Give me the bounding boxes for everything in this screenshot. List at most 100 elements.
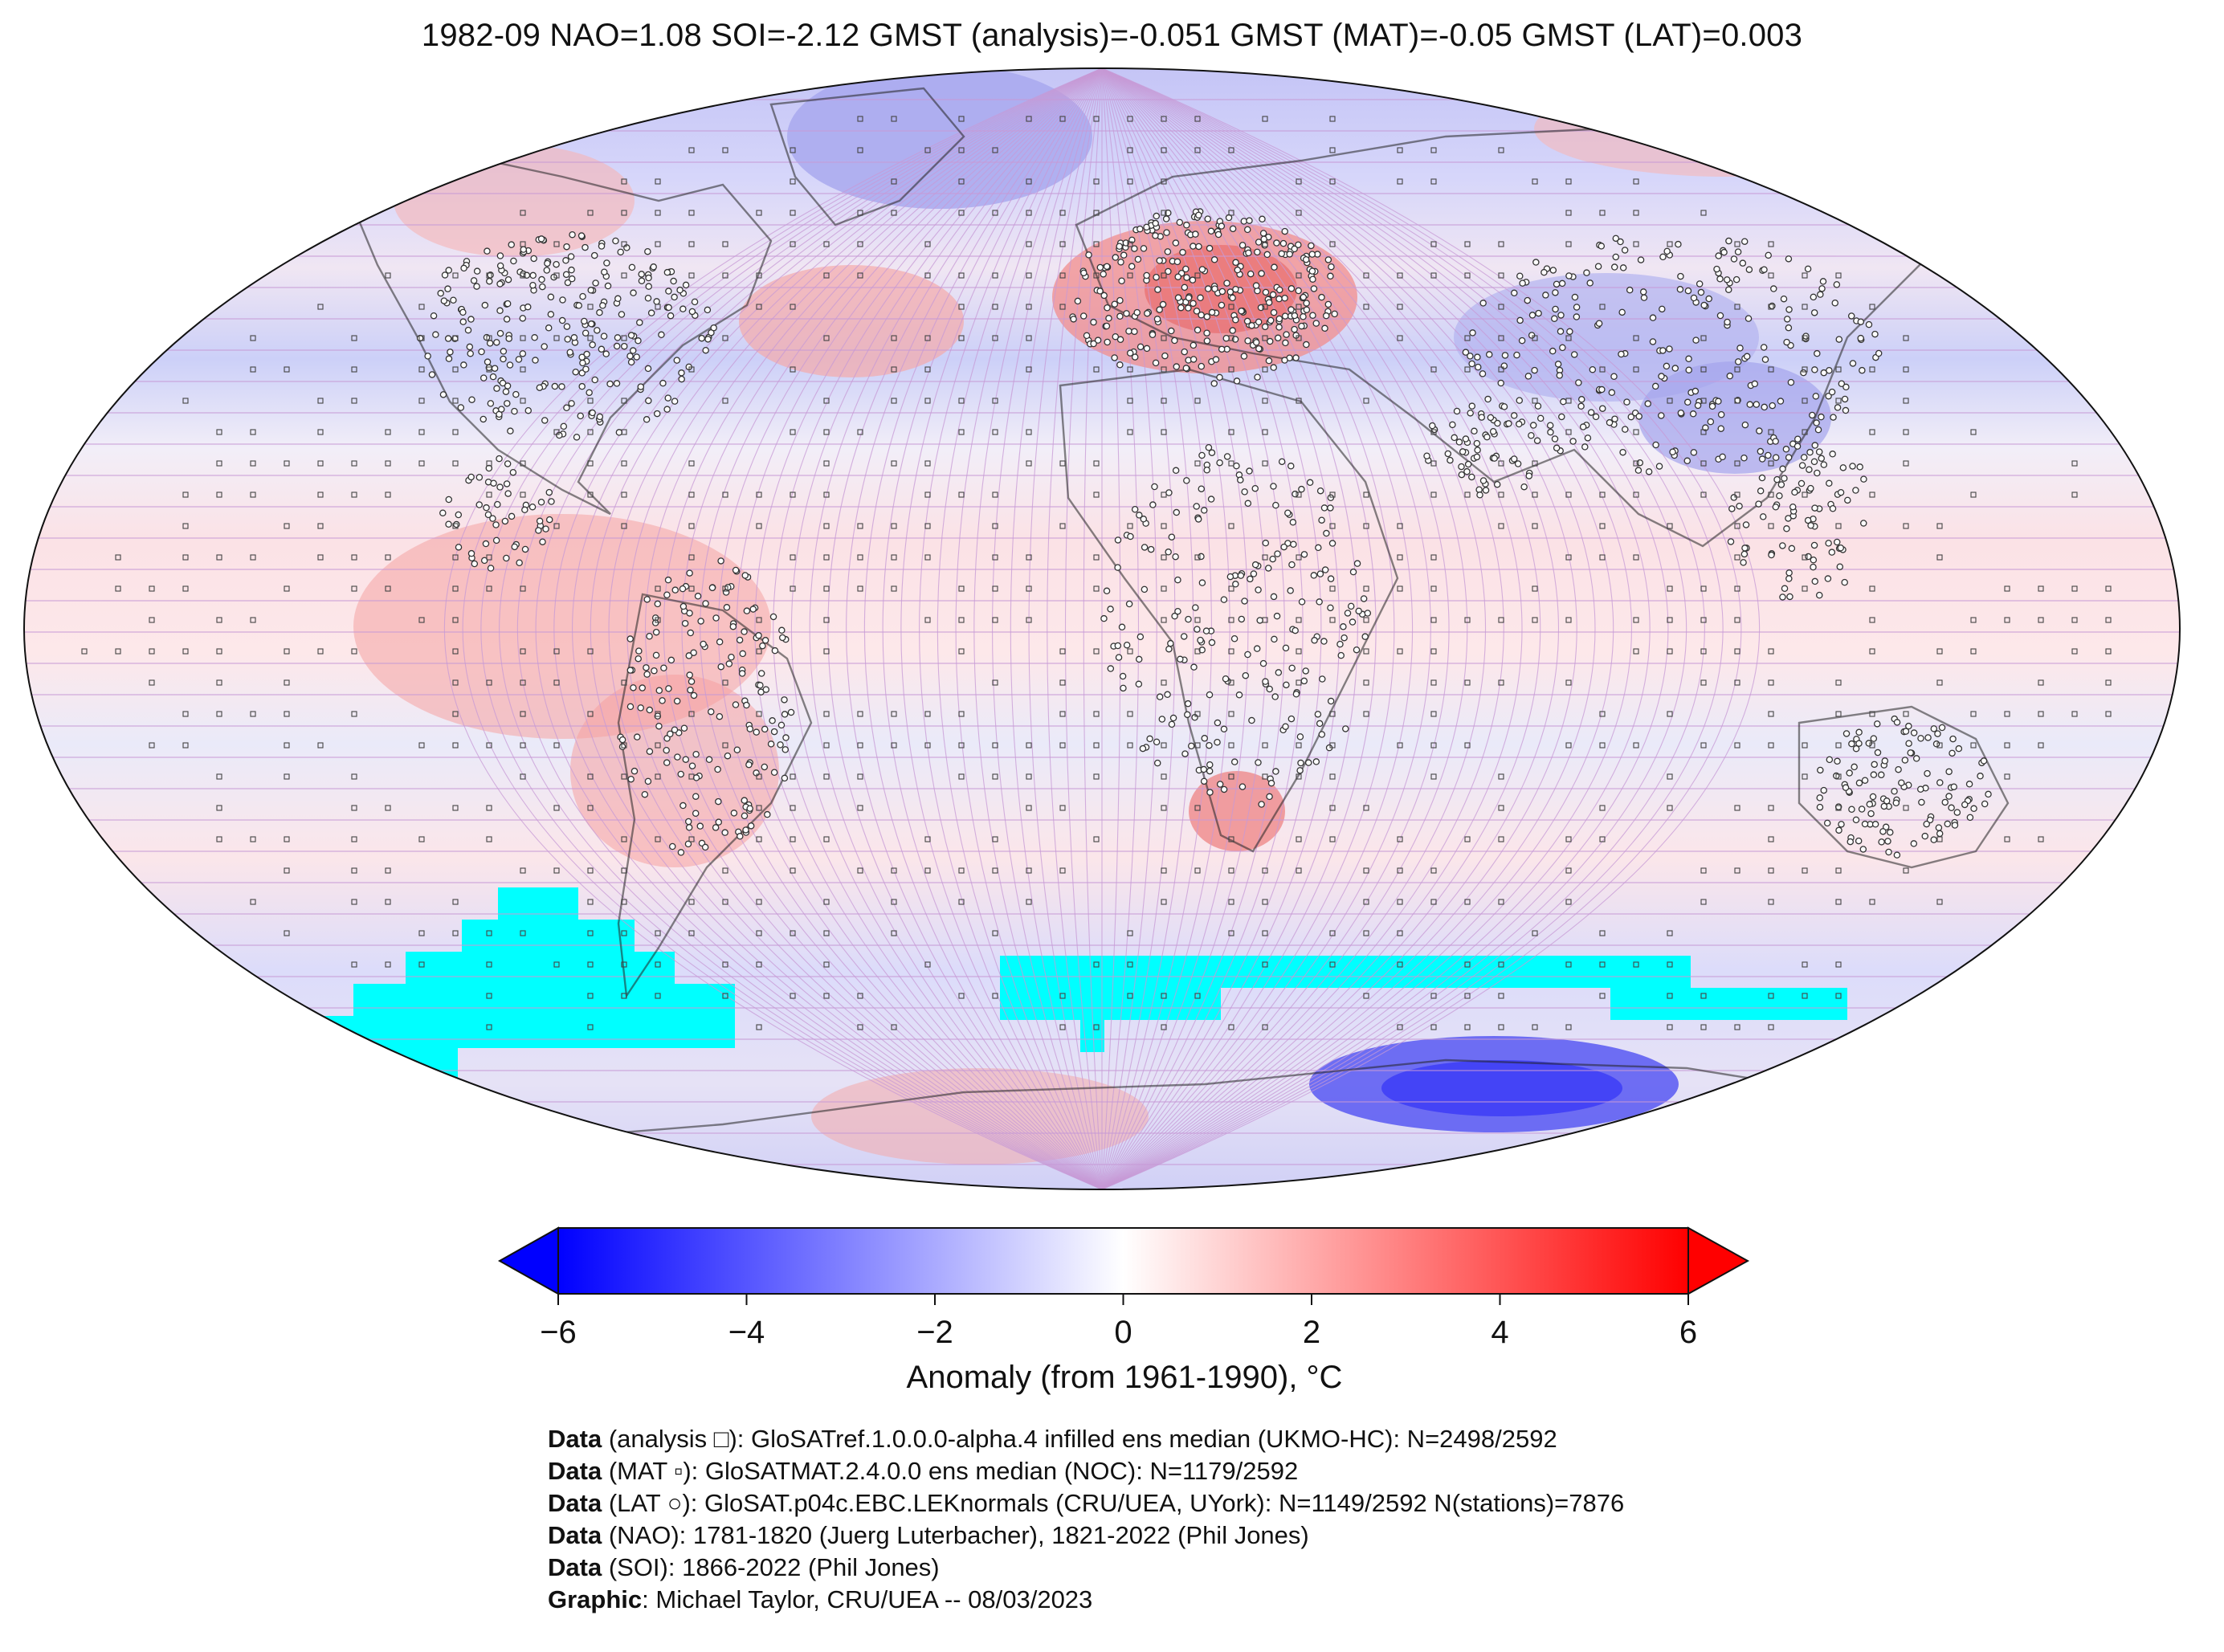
station-marker	[567, 253, 575, 260]
analysis-cell-marker	[1498, 147, 1504, 153]
analysis-cell-marker	[1161, 617, 1167, 623]
station-marker	[1173, 508, 1181, 516]
analysis-cell-marker	[1430, 867, 1437, 874]
station-marker	[1153, 212, 1161, 220]
station-marker	[1139, 744, 1147, 753]
station-marker	[644, 365, 652, 373]
analysis-cell-marker	[924, 272, 931, 279]
station-marker	[558, 383, 565, 390]
analysis-cell-marker	[1667, 617, 1673, 623]
station-marker	[654, 600, 662, 608]
station-marker	[1599, 405, 1606, 412]
station-marker	[512, 390, 520, 398]
station-marker	[679, 585, 687, 593]
grid-meridian	[1101, 68, 1157, 1189]
station-marker	[1571, 293, 1579, 301]
station-marker	[1552, 289, 1559, 296]
station-marker	[486, 340, 494, 347]
analysis-cell-marker	[216, 805, 222, 811]
analysis-cell-marker	[1835, 993, 1842, 999]
analysis-cell-marker	[284, 930, 290, 936]
station-marker	[1278, 458, 1286, 466]
station-marker	[487, 565, 495, 572]
station-marker	[1258, 270, 1265, 277]
analysis-cell-marker	[1936, 523, 1943, 529]
analysis-cell-marker	[1768, 304, 1774, 310]
analysis-cell-marker	[1970, 492, 1977, 498]
station-marker	[1344, 610, 1352, 617]
station-marker	[1270, 483, 1277, 490]
station-marker	[1540, 268, 1548, 276]
station-marker	[1777, 481, 1785, 488]
analysis-cell-marker	[1464, 1024, 1471, 1030]
station-marker	[1932, 740, 1940, 748]
station-marker	[1198, 311, 1205, 319]
grid-meridian	[1101, 68, 1705, 1189]
station-marker	[1756, 427, 1763, 434]
station-marker	[1826, 479, 1833, 487]
station-marker	[1491, 455, 1498, 462]
station-marker	[1206, 741, 1213, 749]
analysis-cell-marker	[452, 554, 459, 561]
station-marker	[494, 500, 501, 508]
station-marker	[1936, 830, 1944, 838]
analysis-cell-marker	[1734, 742, 1740, 748]
analysis-cell-marker	[1296, 398, 1302, 404]
analysis-cell-marker	[1161, 366, 1167, 373]
grid-meridian	[1101, 68, 1194, 1189]
station-marker	[1618, 350, 1625, 358]
station-marker	[1627, 413, 1635, 421]
station-marker	[467, 549, 475, 557]
station-marker	[440, 297, 448, 304]
analysis-cell-marker	[81, 648, 88, 655]
station-marker	[1898, 779, 1905, 786]
station-marker	[1815, 591, 1823, 599]
station-marker	[553, 260, 560, 268]
analysis-cell-marker	[1970, 711, 1977, 717]
station-marker	[1761, 356, 1769, 363]
station-marker	[479, 415, 487, 423]
station-marker	[673, 357, 681, 364]
analysis-cell-marker	[924, 492, 931, 498]
station-marker	[1592, 413, 1600, 421]
station-marker	[1220, 785, 1228, 793]
station-marker	[1112, 254, 1120, 261]
colorbar: −6 −4 −2 0 2 4 6 Anomaly (from 1961-1990), °C	[497, 1226, 1750, 1395]
station-marker	[1143, 223, 1150, 231]
station-marker	[652, 628, 660, 636]
analysis-cell-marker	[688, 554, 695, 561]
analysis-cell-marker	[452, 398, 459, 404]
analysis-cell-marker	[1802, 429, 1808, 435]
station-marker	[1820, 369, 1828, 377]
colorbar-tick-label: 6	[1679, 1315, 1697, 1350]
credit-label: Data	[548, 1553, 602, 1581]
analysis-cell-marker	[1262, 867, 1268, 874]
analysis-cell-marker	[1059, 805, 1066, 811]
station-marker	[1938, 724, 1946, 732]
analysis-cell-marker	[688, 836, 695, 842]
analysis-cell-marker	[1262, 742, 1268, 748]
station-marker	[1791, 488, 1798, 496]
station-marker	[1218, 222, 1226, 230]
analysis-cell-marker	[1194, 116, 1201, 122]
analysis-cell-marker	[823, 961, 830, 968]
analysis-cell-marker	[1296, 210, 1302, 216]
station-marker	[678, 375, 685, 383]
analysis-cell-marker	[486, 460, 492, 467]
station-marker	[1322, 312, 1330, 320]
credit-text: (MAT ▫): GloSATMAT.2.4.0.0 ens median (N…	[602, 1457, 1299, 1485]
analysis-cell-marker	[1464, 993, 1471, 999]
station-marker	[1713, 265, 1720, 273]
analysis-cell-marker	[1869, 492, 1875, 498]
station-marker	[579, 292, 586, 300]
analysis-cell-marker	[1869, 648, 1875, 655]
station-marker	[1743, 353, 1751, 361]
station-marker	[1200, 765, 1208, 773]
analysis-cell-marker	[1026, 272, 1032, 279]
analysis-cell-marker	[1262, 335, 1268, 341]
grid-meridian	[1101, 68, 1687, 1189]
analysis-cell-marker	[284, 523, 290, 529]
station-marker	[1230, 634, 1239, 642]
station-marker	[496, 262, 504, 270]
analysis-cell-marker	[1599, 210, 1606, 216]
